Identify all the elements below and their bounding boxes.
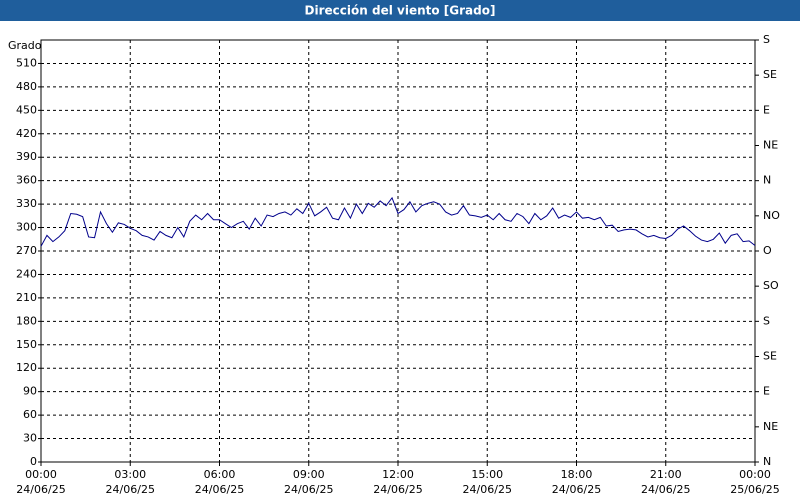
y-tick-label: 90 bbox=[23, 385, 37, 398]
y2-tick-label: E bbox=[763, 103, 770, 116]
x-tick-label: 21:00 24/06/25 bbox=[641, 468, 690, 496]
y-tick-label: 330 bbox=[16, 197, 37, 210]
y2-tick-label: SE bbox=[763, 68, 777, 81]
y-axis-label: Grado bbox=[8, 39, 42, 52]
x-tick-label: 09:00 24/06/25 bbox=[284, 468, 333, 496]
y-tick-label: 360 bbox=[16, 174, 37, 187]
y-tick-label: 390 bbox=[16, 150, 37, 163]
y2-tick-label: SO bbox=[763, 279, 779, 292]
y2-tick-label: S bbox=[763, 33, 770, 46]
y-tick-label: 480 bbox=[16, 80, 37, 93]
plot-border bbox=[40, 39, 756, 463]
title-bar bbox=[0, 0, 800, 21]
y-tick-label: 510 bbox=[16, 56, 37, 69]
y-tick-label: 420 bbox=[16, 127, 37, 140]
x-tick-label: 06:00 24/06/25 bbox=[195, 468, 244, 496]
y2-tick-label: N bbox=[763, 455, 771, 468]
x-tick-label: 03:00 24/06/25 bbox=[106, 468, 155, 496]
y-tick-label: 210 bbox=[16, 291, 37, 304]
y-tick-label: 300 bbox=[16, 221, 37, 234]
y-tick-label: 30 bbox=[23, 432, 37, 445]
y2-tick-label: SE bbox=[763, 350, 777, 363]
y-tick-label: 180 bbox=[16, 314, 37, 327]
y-tick-label: 150 bbox=[16, 338, 37, 351]
y2-tick-label: NO bbox=[763, 209, 780, 222]
x-tick-label: 15:00 24/06/25 bbox=[463, 468, 512, 496]
y-tick-label: 240 bbox=[16, 267, 37, 280]
y2-tick-label: NE bbox=[763, 139, 778, 152]
x-tick-label: 12:00 24/06/25 bbox=[373, 468, 422, 496]
x-tick-label: 18:00 24/06/25 bbox=[552, 468, 601, 496]
y2-tick-label: E bbox=[763, 385, 770, 398]
data-line bbox=[40, 196, 756, 247]
y-tick-label: 270 bbox=[16, 244, 37, 257]
y2-tick-label: N bbox=[763, 174, 771, 187]
y-tick-label: 0 bbox=[30, 455, 37, 468]
y-tick-label: 450 bbox=[16, 103, 37, 116]
y2-tick-label: O bbox=[763, 244, 772, 257]
y2-tick-label: NE bbox=[763, 420, 778, 433]
y2-tick-label: S bbox=[763, 314, 770, 327]
x-tick-label: 00:00 24/06/25 bbox=[16, 468, 65, 496]
y-tick-label: 120 bbox=[16, 361, 37, 374]
chart-title: Dirección del viento [Grado] bbox=[305, 4, 496, 18]
y-tick-label: 60 bbox=[23, 408, 37, 421]
x-tick-label: 00:00 25/06/25 bbox=[730, 468, 779, 496]
